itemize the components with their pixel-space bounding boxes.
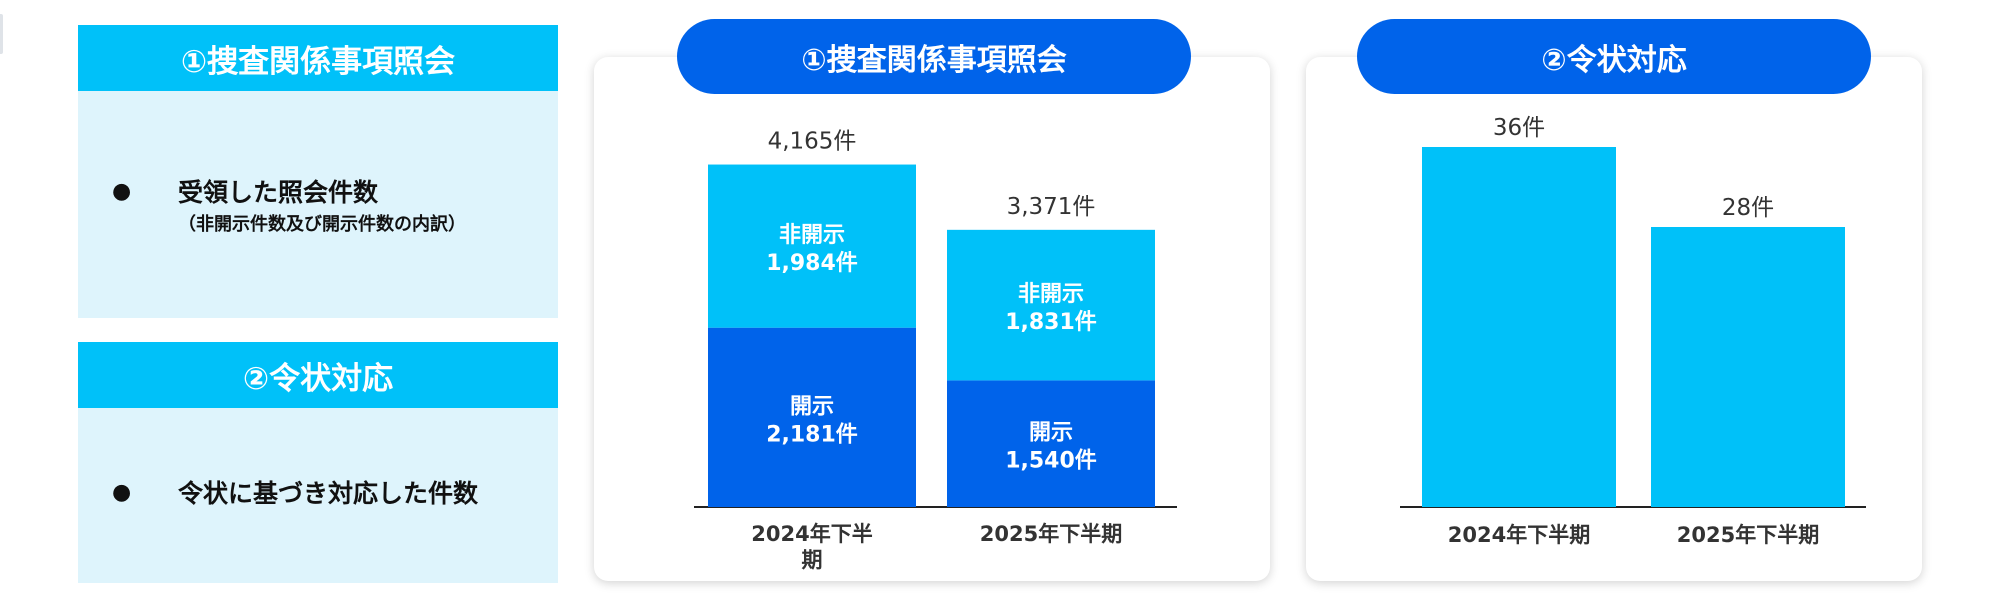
chart1-series-label: 開示 bbox=[790, 394, 834, 419]
chart-panel-inquiries bbox=[594, 57, 1270, 581]
chart1-series-label: 非開示 bbox=[779, 223, 845, 248]
chart1-bar-disclosed-1 bbox=[708, 327, 916, 507]
legend-section-2-body: ● 令状に基づき対応した件数 bbox=[78, 408, 558, 583]
chart1-tick-label: 2024年下半 bbox=[751, 522, 872, 546]
chart1-tick-label: 2025年下半期 bbox=[980, 522, 1122, 546]
legend-section-1-title: ①捜査関係事項照会 bbox=[78, 25, 558, 91]
chart2-bar-2 bbox=[1651, 227, 1845, 507]
bullet-icon: ● bbox=[112, 480, 132, 505]
legend-section-1-body: ● 受領した照会件数 （非開示件数及び開示件数の内訳） bbox=[78, 91, 558, 318]
chart2-bar-1 bbox=[1422, 147, 1616, 507]
chart1-series-label: 開示 bbox=[1029, 421, 1073, 446]
chart1-bar-disclosed-2 bbox=[947, 380, 1155, 507]
chart1-data-label: 2,181件 bbox=[766, 422, 858, 447]
legend-item-breakdown-note: （非開示件数及び開示件数の内訳） bbox=[178, 214, 466, 235]
legend-section-2-title: ②令状対応 bbox=[78, 342, 558, 408]
chart1-tick-label: 期 bbox=[802, 548, 823, 572]
chart1-data-label: 1,984件 bbox=[766, 251, 858, 276]
chart2-tick-label: 2024年下半期 bbox=[1448, 523, 1590, 547]
window-edge bbox=[0, 14, 3, 54]
chart-title-inquiries: ①捜査関係事項照会 bbox=[677, 19, 1191, 94]
legend-section-1: ①捜査関係事項照会 ● 受領した照会件数 （非開示件数及び開示件数の内訳） bbox=[78, 25, 558, 318]
chart1-series-label: 非開示 bbox=[1018, 282, 1084, 307]
legend-item-received-count: 受領した照会件数 bbox=[178, 178, 379, 207]
chart1-total-label: 3,371件 bbox=[1007, 194, 1096, 220]
bullet-icon: ● bbox=[112, 179, 132, 204]
chart-title-warrants: ②令状対応 bbox=[1357, 19, 1871, 94]
legend-section-2: ②令状対応 ● 令状に基づき対応した件数 bbox=[78, 342, 558, 583]
chart1-total-label: 4,165件 bbox=[768, 129, 857, 155]
chart2-tick-label: 2025年下半期 bbox=[1677, 523, 1819, 547]
chart2-value-label: 28件 bbox=[1722, 195, 1774, 221]
chart1-bar-undisclosed-2 bbox=[947, 229, 1155, 381]
legend-item-warrant-count: 令状に基づき対応した件数 bbox=[178, 479, 479, 508]
chart1-data-label: 1,831件 bbox=[1005, 310, 1097, 335]
chart1-bar-undisclosed-1 bbox=[708, 164, 916, 328]
chart2-value-label: 36件 bbox=[1493, 115, 1545, 141]
chart1-data-label: 1,540件 bbox=[1005, 449, 1097, 474]
